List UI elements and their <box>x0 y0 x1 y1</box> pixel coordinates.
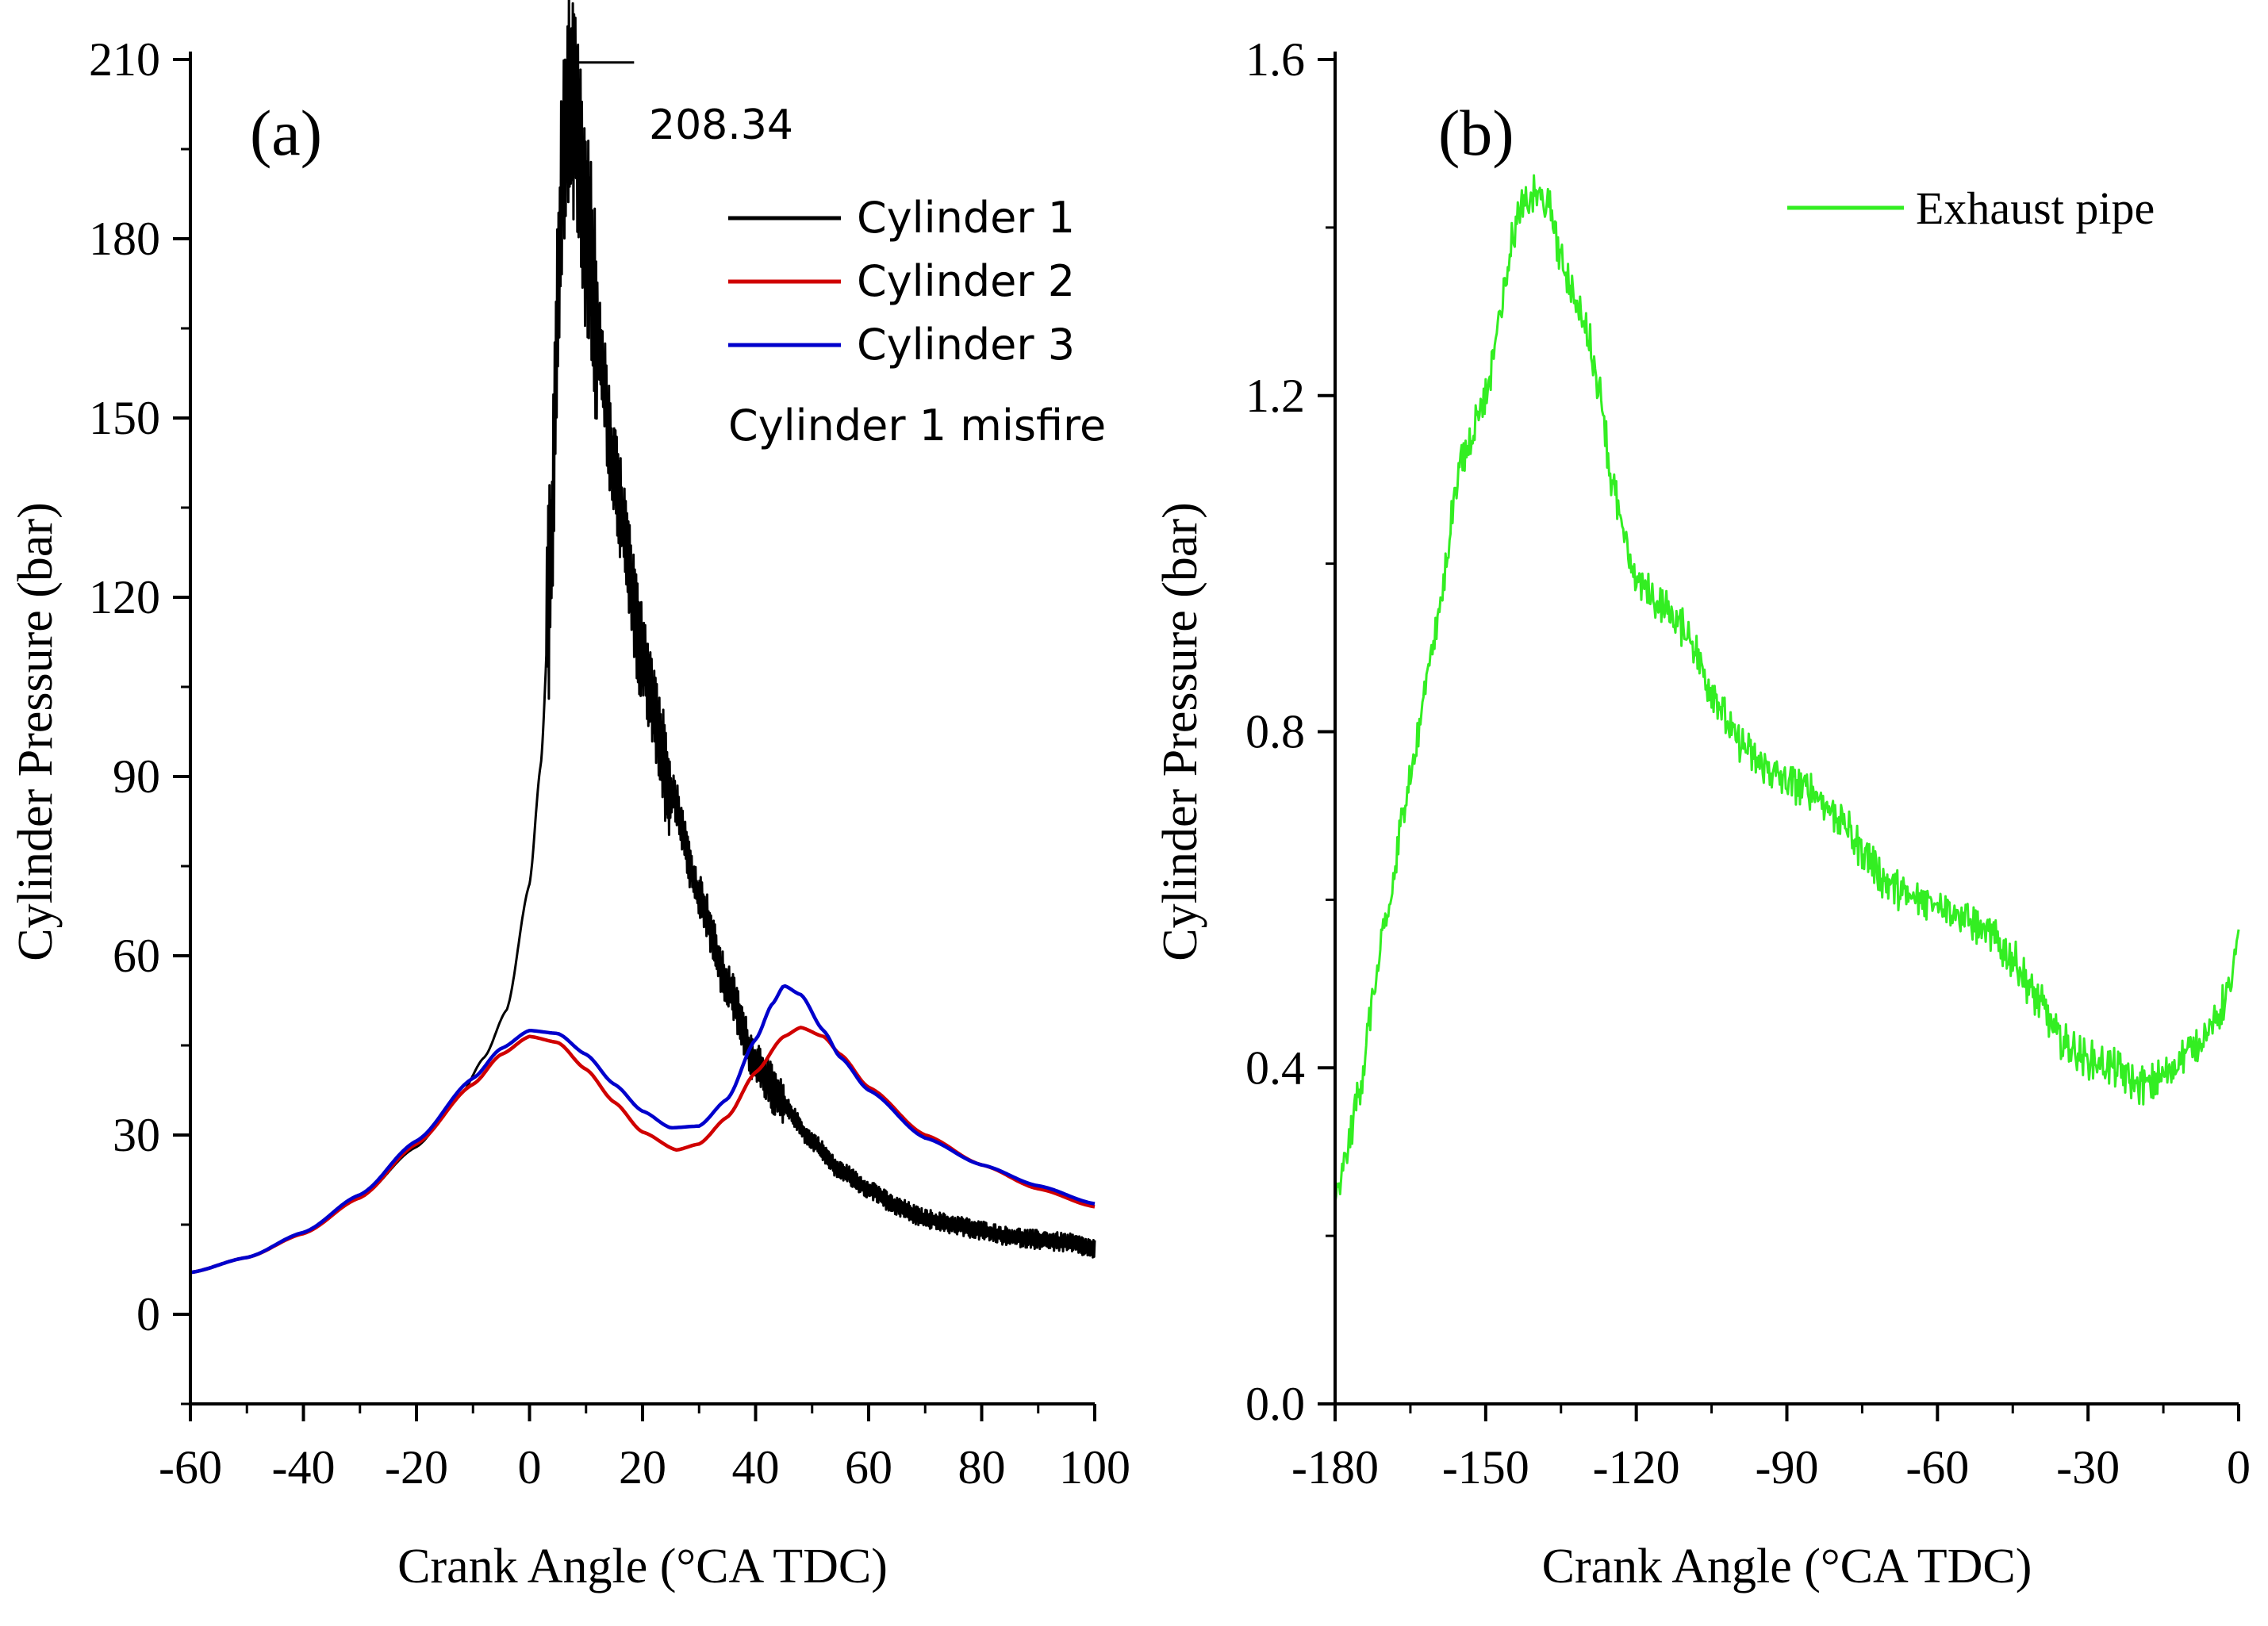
panel-b-x-axis-title: Crank Angle (°CA TDC) <box>1542 1540 2032 1593</box>
x-tick-label: -60 <box>159 1441 222 1494</box>
x-tick-label: 100 <box>1059 1441 1130 1494</box>
x-tick-label: 60 <box>845 1441 892 1494</box>
y-tick-label: 0.4 <box>1245 1041 1305 1094</box>
panel-a-y-axis-title: Cylinder Pressure (bar) <box>9 502 63 961</box>
y-tick-label: 30 <box>113 1109 160 1161</box>
panel-b-label: (b) <box>1438 97 1514 169</box>
panel-a-axes: -60 -40 -20 0 20 40 60 80 100 0 30 60 90 120 150 180 210 <box>89 33 1130 1494</box>
legend-label-cylinder-1: Cylinder 1 <box>857 193 1075 243</box>
panel-a-legend: Cylinder 1 Cylinder 2 Cylinder 3 Cylinde… <box>728 193 1106 451</box>
x-tick-label: -40 <box>272 1441 336 1494</box>
series-line-cylinder-2 <box>190 1026 1096 1275</box>
x-tick-label: 0 <box>518 1441 542 1494</box>
x-tick-label: 0 <box>2227 1441 2251 1494</box>
legend-label-cylinder-3: Cylinder 3 <box>857 320 1075 370</box>
y-tick-label: 90 <box>113 750 160 803</box>
panel-b-legend: Exhaust pipe <box>1787 182 2155 234</box>
y-tick-label: 1.6 <box>1245 33 1305 86</box>
x-tick-label: -180 <box>1291 1441 1379 1494</box>
series-line-exhaust-pipe <box>1334 174 2240 1204</box>
y-tick-label: 180 <box>89 213 160 265</box>
panel-b-plot-area <box>1334 174 2240 1204</box>
y-tick-label: 0.0 <box>1245 1378 1305 1430</box>
panel-a-plot-area <box>190 0 1096 1275</box>
panel-b-axes: -180 -150 -120 -90 -60 -30 0 0.0 0.4 0.8 1.2 1.6 <box>1245 33 2251 1494</box>
legend-label-cylinder-2: Cylinder 2 <box>857 256 1075 306</box>
legend-label-exhaust-pipe: Exhaust pipe <box>1916 182 2155 234</box>
x-tick-label: -30 <box>2056 1441 2120 1494</box>
y-tick-label: 150 <box>89 392 160 444</box>
series-line-cylinder-1 <box>190 0 1096 1274</box>
y-tick-label: 1.2 <box>1245 370 1305 422</box>
y-tick-label: 0.8 <box>1245 706 1305 758</box>
panel-a-x-axis-title: Crank Angle (°CA TDC) <box>397 1540 888 1593</box>
x-tick-label: 40 <box>732 1441 780 1494</box>
panel-a: 208.34 -60 -40 -20 0 20 40 60 80 100 0 30 60 90 120 15… <box>9 0 1130 1593</box>
y-tick-label: 210 <box>89 33 160 86</box>
x-tick-label: 80 <box>958 1441 1006 1494</box>
y-tick-label: 0 <box>136 1288 160 1340</box>
x-tick-label: -60 <box>1905 1441 1969 1494</box>
x-tick-label: -120 <box>1593 1441 1680 1494</box>
panel-a-label: (a) <box>250 97 322 169</box>
x-tick-label: 20 <box>619 1441 666 1494</box>
x-tick-label: -150 <box>1442 1441 1529 1494</box>
x-tick-label: -90 <box>1756 1441 1819 1494</box>
panel-a-misfire-note: Cylinder 1 misfire <box>728 401 1106 451</box>
panel-a-peak-annotation: 208.34 <box>649 102 793 149</box>
x-tick-label: -20 <box>385 1441 448 1494</box>
y-tick-label: 60 <box>113 930 160 982</box>
series-line-cylinder-3 <box>190 984 1096 1275</box>
panel-b-y-axis-title: Cylinder Pressure (bar) <box>1153 502 1207 961</box>
y-tick-label: 120 <box>89 571 160 623</box>
panel-b: -180 -150 -120 -90 -60 -30 0 0.0 0.4 0.8 1.2 1.6 (b… <box>1153 33 2251 1593</box>
